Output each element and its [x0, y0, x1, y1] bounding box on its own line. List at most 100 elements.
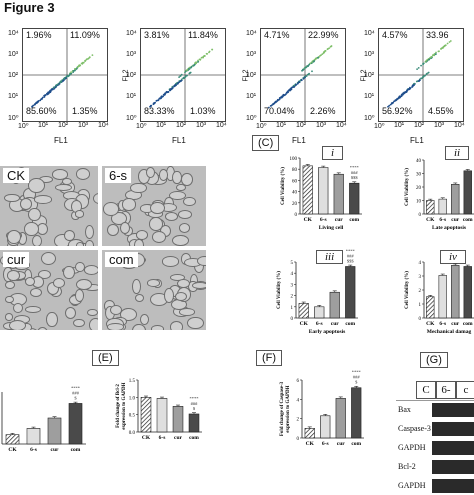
- flow-event-dot: [164, 93, 166, 96]
- y-tick-label: 20: [292, 202, 298, 207]
- flow-event-dot: [186, 69, 189, 71]
- cell-shape: [151, 230, 167, 243]
- flow-y-tick-label: 10³: [8, 51, 19, 58]
- flow-event-dot: [420, 64, 422, 67]
- cell-shape: [27, 177, 45, 193]
- flow-event-dot: [155, 100, 158, 102]
- blot-band: [432, 460, 474, 474]
- flow-event-dot: [41, 96, 44, 99]
- flow-x-tick-label: 10¹: [394, 122, 405, 129]
- bar: [451, 184, 460, 215]
- blot-band: [432, 441, 474, 455]
- flow-y-tick-label: 10¹: [8, 93, 19, 100]
- flow-event-dot: [317, 56, 319, 59]
- bar: [5, 434, 20, 445]
- y-axis-label: Cell Viability (%): [277, 271, 282, 309]
- x-tick-label: 6-s: [320, 217, 327, 223]
- flow-event-dot: [416, 68, 418, 70]
- flow-event-dot: [399, 96, 401, 99]
- significance-annotation: ###: [351, 170, 359, 175]
- flow-event-dot: [276, 98, 279, 101]
- flow-event-dot: [302, 77, 305, 80]
- flow-x-tick-label: 10⁴: [216, 122, 227, 129]
- cell-shape: [88, 318, 98, 330]
- bar: [351, 387, 362, 439]
- blot-row-label: Caspase-3: [398, 424, 431, 433]
- flow-y-tick-label: 10²: [8, 72, 19, 79]
- cell-shape: [28, 208, 41, 222]
- panel-letter-e: (E): [92, 350, 119, 366]
- flow-event-dot: [311, 70, 313, 73]
- y-tick-label: 4: [291, 272, 294, 277]
- flow-event-dot: [306, 73, 309, 76]
- flow-x-tick-label: 10¹: [276, 122, 287, 129]
- cell-shape: [161, 256, 179, 267]
- blot-lane-label: c: [456, 381, 474, 399]
- cell-shape: [146, 167, 156, 179]
- flow-event-dot: [422, 63, 424, 66]
- flow-event-dot: [269, 105, 272, 107]
- cell-shape: [102, 202, 119, 216]
- flow-event-dot: [58, 83, 61, 85]
- y-tick-label: 0: [291, 317, 294, 322]
- cell-shape: [183, 196, 196, 207]
- flow-event-dot: [50, 88, 53, 91]
- cell-shape: [187, 316, 204, 330]
- flow-event-dot: [282, 93, 285, 96]
- flow-event-dot: [205, 52, 208, 55]
- y-tick-label: 80: [292, 168, 298, 173]
- flow-event-dot: [162, 95, 164, 98]
- quadrant-upper-right: 11.84%: [188, 30, 218, 40]
- cell-shape: [178, 308, 195, 316]
- flow-event-dot: [301, 69, 303, 72]
- cell-shape: [122, 198, 136, 211]
- flow-event-dot: [313, 60, 316, 62]
- cell-shape: [61, 177, 73, 185]
- flow-y-tick-label: 10⁰: [8, 115, 19, 122]
- flow-event-dot: [86, 58, 88, 61]
- flow-event-dot: [178, 76, 180, 78]
- bar: [298, 303, 309, 319]
- flow-event-dot: [66, 74, 69, 77]
- flow-event-dot: [411, 86, 413, 88]
- x-tick-label: com: [345, 321, 355, 327]
- y-tick-label: 0: [297, 437, 300, 442]
- flow-event-dot: [153, 102, 155, 105]
- x-tick-label: cur: [331, 321, 340, 327]
- flow-event-dot: [425, 59, 428, 62]
- flow-event-dot: [307, 64, 310, 67]
- x-tick-label: com: [349, 217, 359, 223]
- flow-y-tick-label: 10⁴: [364, 30, 375, 37]
- flow-x-tick-label: 10⁴: [98, 122, 109, 129]
- flow-scatter: [23, 29, 107, 121]
- cell-shape: [177, 209, 193, 219]
- flow-y-tick-label: 10⁴: [8, 30, 19, 37]
- cell-shape: [146, 279, 161, 287]
- y-tick-label: 40: [292, 191, 298, 196]
- blot-band: [432, 479, 474, 493]
- cell-shape: [75, 242, 85, 246]
- flow-event-dot: [182, 77, 184, 80]
- y-tick-label: 1: [291, 306, 294, 311]
- flow-x-tick-label: 10⁰: [256, 123, 267, 130]
- cell-shape: [4, 295, 14, 304]
- y-tick-label: 10: [416, 200, 422, 205]
- bar: [172, 406, 184, 433]
- flow-y-tick-label: 10⁴: [126, 30, 137, 37]
- flow-x-tick-label: 10⁰: [136, 123, 147, 130]
- flow-y-tick-label: 10⁰: [364, 115, 375, 122]
- flow-event-dot: [158, 97, 161, 100]
- flow-event-dot: [179, 75, 182, 77]
- y-tick-label: 0.0: [129, 431, 136, 436]
- flow-x-label: FL1: [54, 136, 68, 145]
- quadrant-upper-right: 33.96: [426, 30, 449, 40]
- flow-event-dot: [149, 105, 151, 108]
- cell-shape: [24, 221, 39, 237]
- y-tick-label: 1.0: [129, 396, 136, 401]
- x-tick-label: cur: [51, 447, 60, 453]
- flow-event-dot: [171, 85, 174, 88]
- flow-y-tick-label: 10¹: [246, 93, 257, 100]
- bar: [188, 413, 200, 433]
- flow-event-dot: [180, 73, 183, 76]
- significance-annotation: $: [193, 406, 196, 411]
